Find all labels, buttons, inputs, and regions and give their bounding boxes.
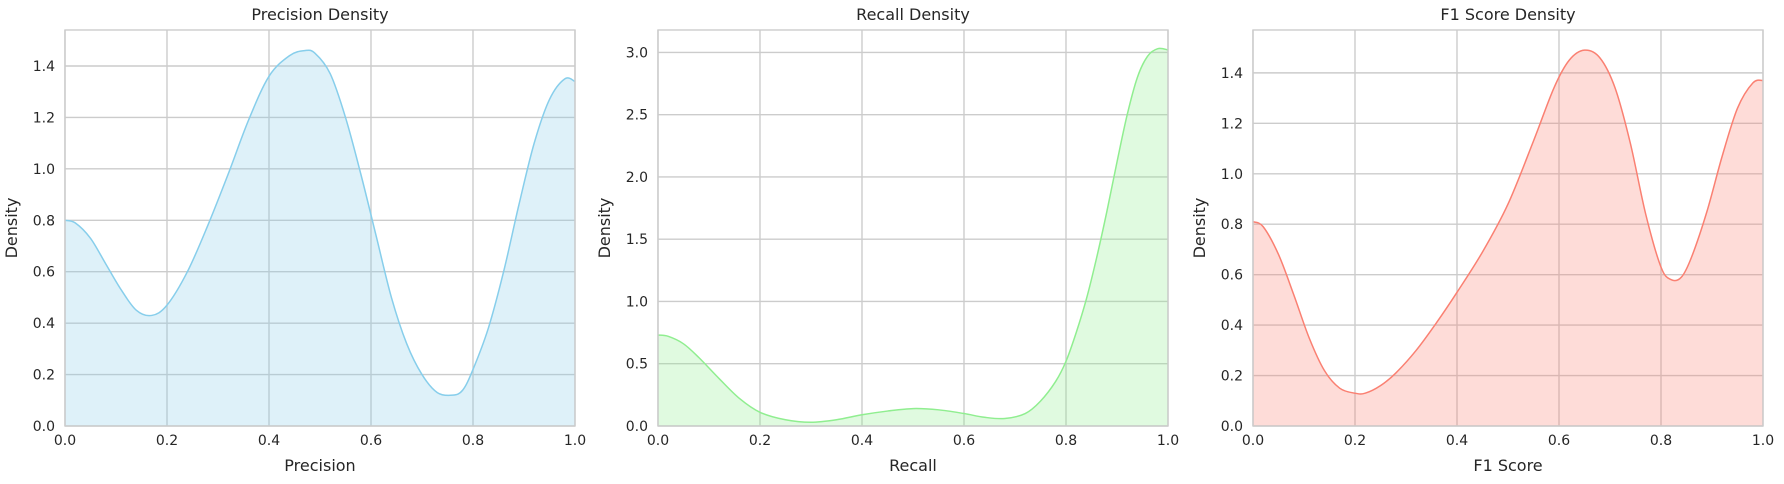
y-tick-label: 0.5: [626, 357, 648, 373]
x-tick-label: 0.2: [749, 433, 771, 449]
y-tick-label: 0.4: [1221, 318, 1243, 334]
y-tick-label: 2.0: [626, 170, 648, 186]
y-tick-label: 1.2: [33, 110, 55, 126]
density-fill: [65, 50, 575, 427]
chart-title: Recall Density: [856, 5, 970, 24]
y-axis-label: Density: [1190, 198, 1209, 259]
x-tick-label: 1.0: [1752, 433, 1774, 449]
y-tick-label: 1.2: [1221, 116, 1243, 132]
x-tick-label: 0.8: [1055, 433, 1077, 449]
y-tick-label: 2.5: [626, 108, 648, 124]
x-tick-label: 0.2: [1344, 433, 1366, 449]
axes-frame: [64, 29, 576, 427]
x-axis-label: Recall: [889, 456, 937, 475]
x-tick-label: 0.0: [1242, 433, 1264, 449]
x-tick-label: 0.0: [54, 433, 76, 449]
density-fill: [658, 48, 1168, 426]
y-tick-label: 1.4: [33, 59, 55, 75]
density-line: [64, 49, 576, 397]
y-axis-label: Density: [595, 198, 614, 259]
y-tick-label: 0.4: [33, 316, 55, 332]
subplot-3: 0.0 0.2 0.4 0.6 0.8 1.0 0.0 0.2 0.4 0.6 0.8 1.0 1.2 1…: [1190, 5, 1774, 475]
x-tick-label: 1.0: [1157, 433, 1179, 449]
x-axis-label: Precision: [284, 456, 355, 475]
x-tick-label: 0.6: [1548, 433, 1570, 449]
y-tick-label: 0.6: [33, 265, 55, 281]
axes-frame: [657, 29, 1169, 427]
x-tick-label: 0.2: [156, 433, 178, 449]
y-tick-label: 0.0: [1221, 419, 1243, 435]
chart-title: Precision Density: [251, 5, 388, 24]
y-tick-label: 1.0: [1221, 167, 1243, 183]
x-tick-label: 0.6: [953, 433, 975, 449]
x-tick-label: 0.4: [1446, 433, 1468, 449]
x-tick-label: 0.4: [258, 433, 280, 449]
x-tick-label: 0.8: [1650, 433, 1672, 449]
density-line: [657, 47, 1169, 424]
axes-frame: [1252, 29, 1764, 427]
y-tick-label: 1.5: [626, 232, 648, 248]
x-axis-label: F1 Score: [1473, 456, 1542, 475]
y-axis-label: Density: [2, 198, 21, 259]
y-tick-label: 0.8: [33, 213, 55, 229]
y-tick-label: 0.8: [1221, 217, 1243, 233]
chart-title: F1 Score Density: [1440, 5, 1575, 24]
y-tick-label: 0.0: [33, 419, 55, 435]
density-fill: [1253, 50, 1763, 426]
y-tick-label: 0.0: [626, 419, 648, 435]
x-tick-label: 1.0: [564, 433, 586, 449]
x-tick-label: 0.4: [851, 433, 873, 449]
y-tick-label: 1.0: [33, 162, 55, 178]
x-tick-label: 0.0: [647, 433, 669, 449]
x-tick-label: 0.6: [360, 433, 382, 449]
y-tick-label: 3.0: [626, 45, 648, 61]
y-tick-label: 1.4: [1221, 66, 1243, 82]
y-tick-label: 0.2: [1221, 369, 1243, 385]
subplot-2: 0.0 0.2 0.4 0.6 0.8 1.0 0.0 0.5 1.0 1.5 2.0 2.5 3.0 R…: [595, 5, 1179, 475]
x-tick-label: 0.8: [462, 433, 484, 449]
y-tick-label: 1.0: [626, 294, 648, 310]
density-line: [1252, 49, 1764, 395]
y-tick-label: 0.2: [33, 368, 55, 384]
subplot-1: 0.0 0.2 0.4 0.6 0.8 1.0 0.0 0.2 0.4 0.6 0.8 1.0 1.2 1…: [2, 5, 586, 475]
y-tick-label: 0.6: [1221, 268, 1243, 284]
